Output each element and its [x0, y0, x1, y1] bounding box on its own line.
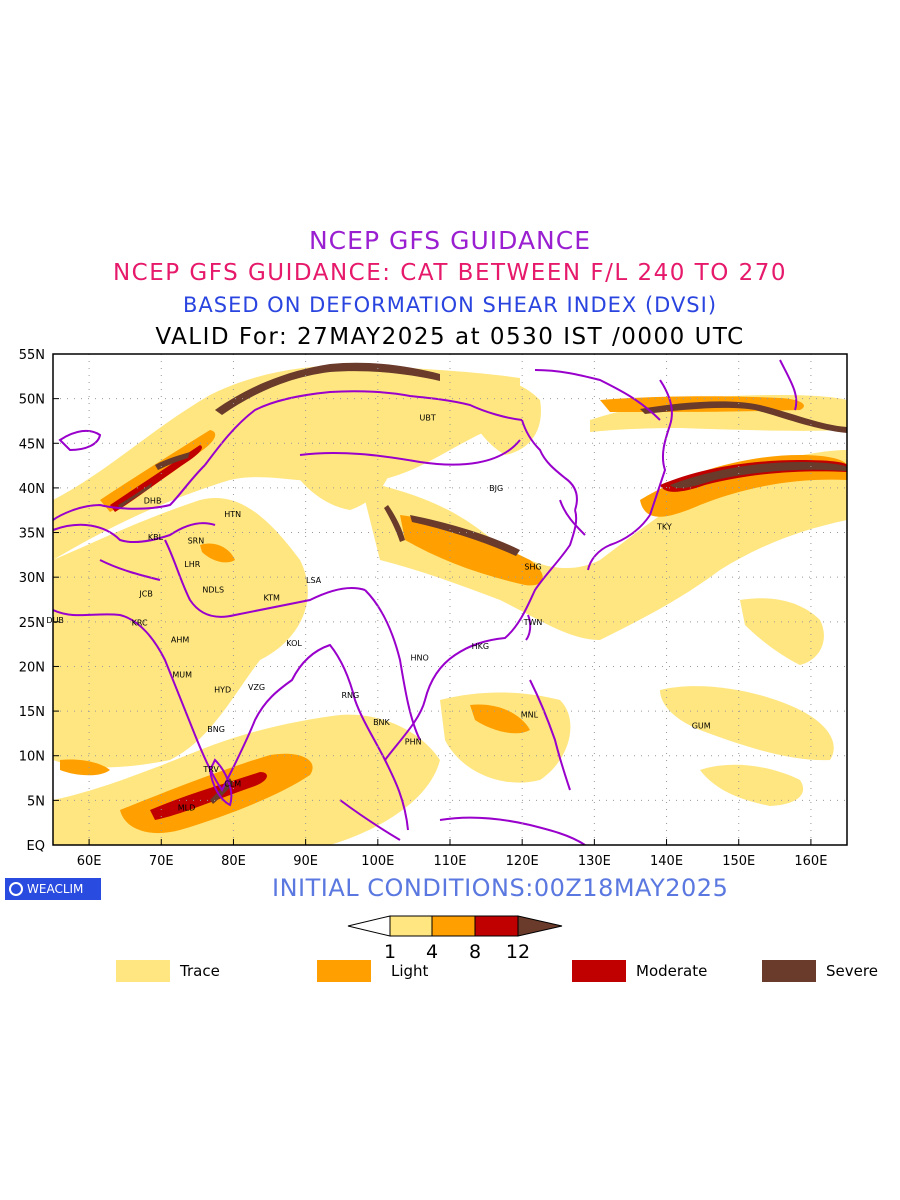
- lon-tick-label: 130E: [578, 854, 611, 869]
- trace-areas: [53, 365, 847, 845]
- lon-tick-label: 90E: [293, 854, 318, 869]
- initial-conditions: INITIAL CONDITIONS:00Z18MAY2025: [272, 874, 729, 902]
- lat-tick-label: 30N: [19, 571, 45, 586]
- lat-tick-label: 25N: [19, 616, 45, 631]
- station-bjg: BJG: [489, 484, 503, 493]
- colorbar-tick: 8: [469, 941, 481, 963]
- colorbar-tick: 12: [506, 941, 530, 963]
- lat-tick-label: 40N: [19, 482, 45, 497]
- station-lhr: LHR: [184, 560, 200, 569]
- station-mum: MUM: [172, 670, 192, 679]
- legend-swatch: [762, 960, 816, 982]
- lon-tick-label: 100E: [361, 854, 394, 869]
- station-ndls: NDLS: [202, 586, 224, 595]
- station-clm: CLM: [224, 779, 241, 788]
- lat-tick-label: 10N: [19, 750, 45, 765]
- station-krc: KRC: [132, 619, 148, 628]
- station-dub: DUB: [46, 616, 64, 625]
- colorbar-tick: 4: [426, 941, 438, 963]
- station-hkg: HKG: [472, 642, 489, 651]
- colorbar-trace-bin: [389, 915, 433, 937]
- lat-tick-label: 20N: [19, 660, 45, 675]
- latitude-ticks: EQ 5N 10N 15N 20N 25N 30N 35N 40N 45N 50N 55N: [19, 348, 59, 854]
- political-boundaries: [53, 359, 798, 845]
- logo-text: WEACLIM: [27, 882, 84, 896]
- subtitle-cat-level: NCEP GFS GUIDANCE: CAT BETWEEN F/L 240 T…: [112, 260, 788, 286]
- longitude-ticks: 60E 70E 80E 90E 100E 110E 120E 130E 140E 150E 160E: [77, 839, 827, 869]
- turbulence-field: [53, 359, 847, 845]
- station-gum: GUM: [692, 721, 711, 730]
- colorbar-low-arrow: [347, 915, 391, 937]
- lon-tick-label: 140E: [650, 854, 683, 869]
- station-twn: TWN: [523, 618, 543, 627]
- station-ahm: AHM: [171, 636, 189, 645]
- station-vzg: VZG: [248, 683, 265, 692]
- colorbar-moderate-bin: [474, 915, 519, 937]
- station-hno: HNO: [411, 654, 429, 663]
- station-ubt: UBT: [420, 413, 436, 422]
- subtitle-method: BASED ON DEFORMATION SHEAR INDEX (DVSI): [182, 293, 718, 317]
- station-shg: SHG: [524, 562, 541, 571]
- lon-tick-label: 60E: [77, 854, 102, 869]
- lat-tick-label: 50N: [19, 393, 45, 408]
- valid-time: VALID For: 27MAY2025 at 0530 IST /0000 U…: [155, 324, 745, 350]
- station-ktm: KTM: [263, 594, 280, 603]
- lon-tick-label: 110E: [433, 854, 466, 869]
- lat-tick-label: 35N: [19, 527, 45, 542]
- station-mnl: MNL: [521, 711, 539, 720]
- station-rng: RNG: [342, 691, 360, 700]
- legend-swatch: [116, 960, 170, 982]
- lon-tick-label: 150E: [722, 854, 755, 869]
- colorbar-light-bin: [431, 915, 476, 937]
- station-phn: PHN: [405, 737, 422, 746]
- legend-swatch: [317, 960, 371, 982]
- station-trv: TRV: [202, 765, 219, 774]
- lat-tick-label: EQ: [27, 839, 45, 854]
- legend-swatch: [572, 960, 626, 982]
- lon-tick-label: 70E: [149, 854, 174, 869]
- station-lsa: LSA: [306, 576, 322, 585]
- legend-label: Severe: [826, 962, 878, 980]
- colorbar-high-arrow: [517, 915, 563, 937]
- station-tky: TKY: [656, 522, 672, 531]
- lat-tick-label: 5N: [27, 794, 45, 809]
- station-labels: UBT BJG DHB HTN KBL SRN LHR TKY SHG LSA JCB NDLS KTM…: [46, 413, 710, 812]
- lon-tick-label: 160E: [794, 854, 827, 869]
- station-bng: BNG: [207, 725, 225, 734]
- station-htn: HTN: [224, 510, 241, 519]
- station-kol: KOL: [286, 639, 302, 648]
- station-jcb: JCB: [138, 589, 152, 598]
- lat-tick-label: 15N: [19, 705, 45, 720]
- legend-label: Trace: [180, 962, 220, 980]
- station-mld: MLD: [178, 804, 196, 813]
- legend-label: Light: [391, 962, 429, 980]
- station-srn: SRN: [188, 537, 205, 546]
- colorbar: 1 4 8 12: [347, 915, 563, 963]
- lon-tick-label: 120E: [506, 854, 539, 869]
- main-title: NCEP GFS GUIDANCE: [308, 226, 591, 255]
- legend-label: Moderate: [636, 962, 708, 980]
- colorbar-tick: 1: [384, 941, 396, 963]
- lat-tick-label: 55N: [19, 348, 45, 363]
- station-kbl: KBL: [148, 533, 164, 542]
- station-bnk: BNK: [373, 718, 390, 727]
- weaclim-logo: WEACLIM: [5, 878, 101, 900]
- station-dhb: DHB: [144, 496, 162, 505]
- logo-circle-icon: [9, 882, 23, 896]
- lat-tick-label: 45N: [19, 437, 45, 452]
- lon-tick-label: 80E: [221, 854, 246, 869]
- station-hyd: HYD: [214, 686, 231, 695]
- graticule: [53, 354, 847, 845]
